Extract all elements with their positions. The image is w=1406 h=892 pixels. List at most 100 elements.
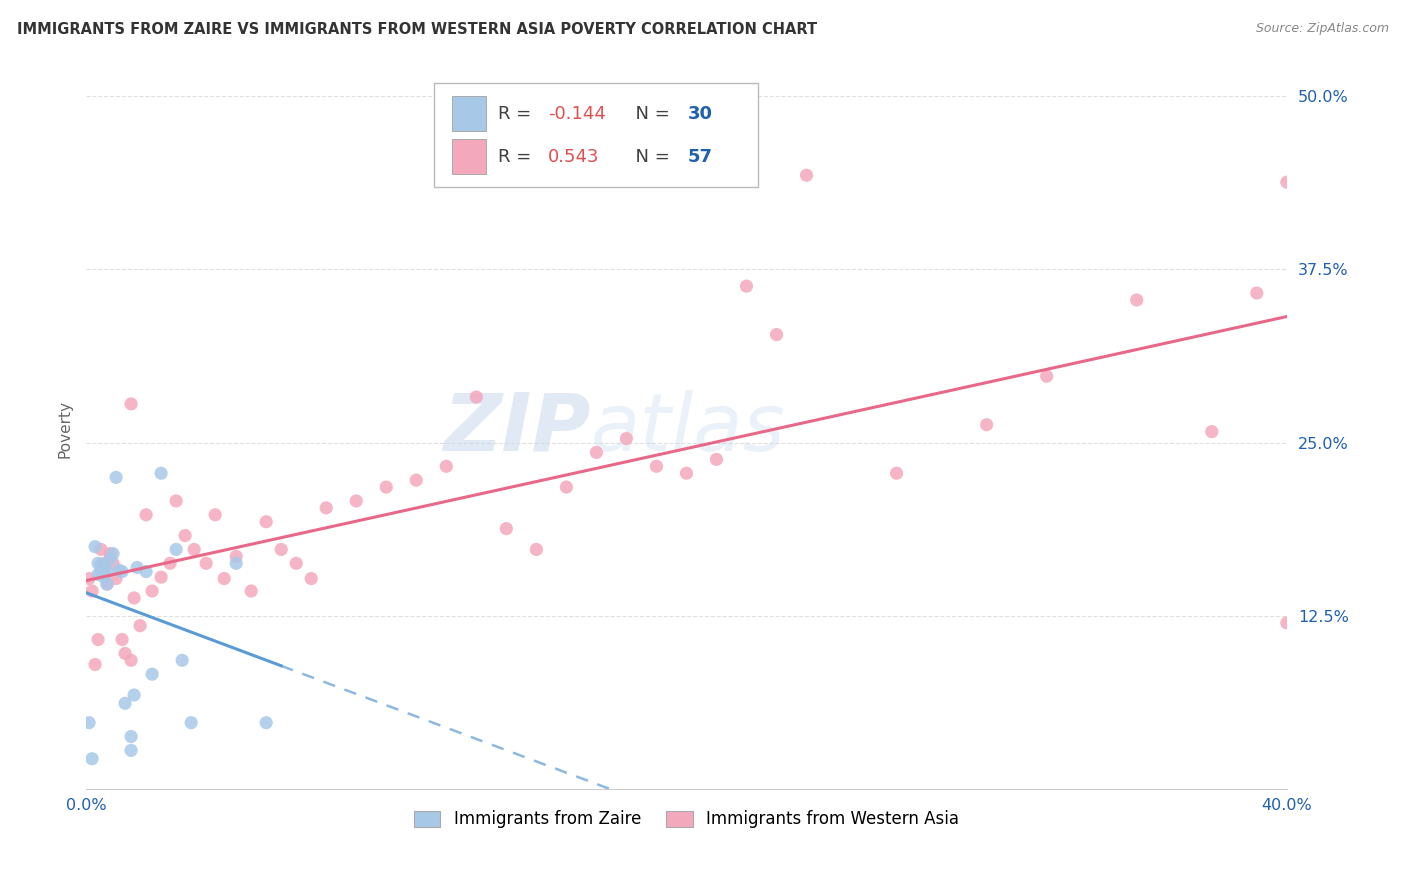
- Text: R =: R =: [498, 104, 537, 123]
- Point: [120, 730, 142, 744]
- Point: [80, 752, 103, 766]
- Point: [90, 558, 112, 572]
- Point: [105, 470, 128, 484]
- Point: [299, 572, 322, 586]
- Point: [225, 557, 247, 571]
- Text: 57: 57: [688, 147, 713, 166]
- Text: R =: R =: [498, 147, 543, 166]
- Point: [87, 557, 110, 571]
- Point: [172, 653, 194, 667]
- Point: [344, 494, 367, 508]
- Point: [796, 168, 818, 182]
- Point: [120, 653, 142, 667]
- Point: [180, 715, 202, 730]
- Point: [101, 557, 124, 571]
- Point: [93, 570, 115, 584]
- Point: [108, 563, 131, 577]
- Point: [270, 542, 292, 557]
- Point: [174, 528, 197, 542]
- Point: [976, 417, 998, 432]
- Point: [111, 632, 134, 647]
- Point: [495, 522, 517, 536]
- Text: ZIP: ZIP: [443, 390, 591, 468]
- Point: [93, 558, 115, 572]
- Text: N =: N =: [624, 104, 675, 123]
- Point: [87, 567, 110, 582]
- Point: [1125, 293, 1147, 307]
- Point: [1275, 175, 1298, 189]
- Point: [405, 473, 427, 487]
- Point: [285, 557, 308, 571]
- Point: [585, 445, 607, 459]
- Point: [555, 480, 578, 494]
- Point: [96, 577, 118, 591]
- Point: [122, 591, 145, 605]
- Text: atlas: atlas: [591, 390, 785, 468]
- Point: [114, 647, 136, 661]
- Point: [77, 715, 100, 730]
- Point: [129, 618, 152, 632]
- Point: [886, 467, 908, 481]
- Point: [735, 279, 758, 293]
- Point: [165, 494, 187, 508]
- Point: [183, 542, 205, 557]
- Point: [1246, 286, 1268, 301]
- Point: [765, 327, 787, 342]
- Point: [616, 432, 638, 446]
- Point: [96, 565, 118, 579]
- Point: [114, 696, 136, 710]
- Point: [101, 547, 124, 561]
- Point: [225, 549, 247, 564]
- Point: [204, 508, 226, 522]
- Point: [105, 572, 128, 586]
- Point: [675, 467, 697, 481]
- FancyBboxPatch shape: [453, 139, 486, 174]
- Point: [127, 560, 149, 574]
- Text: -0.144: -0.144: [548, 104, 606, 123]
- Point: [120, 397, 142, 411]
- Point: [90, 565, 112, 579]
- Text: 0.543: 0.543: [548, 147, 600, 166]
- Point: [80, 584, 103, 599]
- Legend: Immigrants from Zaire, Immigrants from Western Asia: Immigrants from Zaire, Immigrants from W…: [408, 804, 966, 835]
- Point: [1035, 369, 1057, 384]
- Point: [645, 459, 668, 474]
- Point: [84, 540, 107, 554]
- Point: [141, 667, 163, 681]
- Point: [375, 480, 398, 494]
- Point: [98, 547, 121, 561]
- Point: [465, 390, 488, 404]
- Point: [120, 743, 142, 757]
- Point: [93, 557, 115, 571]
- Point: [159, 557, 181, 571]
- Point: [84, 657, 107, 672]
- Point: [706, 452, 728, 467]
- Point: [254, 715, 277, 730]
- Point: [111, 565, 134, 579]
- Point: [96, 577, 118, 591]
- Point: [150, 467, 173, 481]
- Point: [98, 552, 121, 566]
- Point: [90, 542, 112, 557]
- Point: [165, 542, 187, 557]
- Point: [212, 572, 235, 586]
- Point: [141, 584, 163, 599]
- Text: N =: N =: [624, 147, 675, 166]
- Point: [240, 584, 263, 599]
- Point: [315, 500, 337, 515]
- Point: [135, 565, 157, 579]
- Text: Source: ZipAtlas.com: Source: ZipAtlas.com: [1256, 22, 1389, 36]
- Y-axis label: Poverty: Poverty: [58, 400, 72, 458]
- Point: [135, 508, 157, 522]
- Text: IMMIGRANTS FROM ZAIRE VS IMMIGRANTS FROM WESTERN ASIA POVERTY CORRELATION CHART: IMMIGRANTS FROM ZAIRE VS IMMIGRANTS FROM…: [17, 22, 817, 37]
- Point: [1275, 615, 1298, 630]
- Point: [195, 557, 218, 571]
- Point: [122, 688, 145, 702]
- FancyBboxPatch shape: [434, 83, 758, 187]
- Point: [1201, 425, 1223, 439]
- Point: [524, 542, 547, 557]
- Point: [150, 570, 173, 584]
- Text: 30: 30: [688, 104, 713, 123]
- Point: [93, 565, 115, 579]
- Point: [77, 572, 100, 586]
